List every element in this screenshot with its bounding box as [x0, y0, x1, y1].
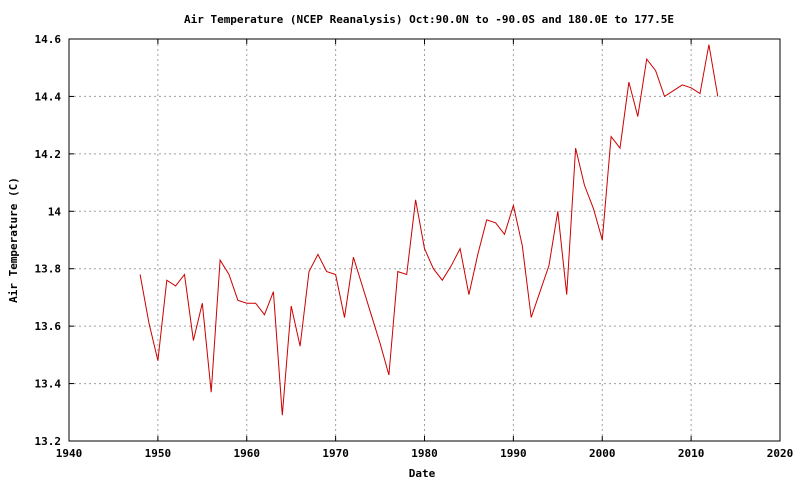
y-tick-label: 13.6: [35, 320, 62, 333]
axis-ticks: [68, 38, 781, 442]
y-tick-label: 14.6: [35, 33, 62, 46]
x-tick-label: 1980: [411, 447, 438, 460]
x-axis-label: Date: [409, 467, 436, 480]
y-tick-labels: 13.2 13.4 13.6 13.8 14 14.2 14.4 14.6: [35, 33, 62, 448]
y-tick-label: 13.2: [35, 435, 62, 448]
x-tick-label: 2010: [678, 447, 705, 460]
x-tick-label: 1960: [234, 447, 261, 460]
data-line-layer: [139, 44, 719, 416]
y-tick-label: 14.2: [35, 148, 62, 161]
x-tick-labels: 1940 1950 1960 1970 1980 1990 2000 2010 2020: [56, 447, 794, 460]
x-tick-label: 2000: [589, 447, 616, 460]
y-axis-label: Air Temperature (C): [7, 177, 20, 303]
gridlines: [69, 39, 780, 441]
y-tick-label: 13.8: [35, 263, 62, 276]
y-tick-label: 14: [48, 205, 62, 218]
series-line: [139, 44, 719, 416]
x-tick-label: 2020: [767, 447, 794, 460]
x-tick-label: 1940: [56, 447, 83, 460]
x-tick-label: 1950: [145, 447, 172, 460]
chart-title: Air Temperature (NCEP Reanalysis) Oct:90…: [184, 13, 674, 26]
y-tick-label: 14.4: [35, 90, 62, 103]
x-tick-label: 1990: [500, 447, 527, 460]
y-tick-label: 13.4: [35, 378, 62, 391]
x-tick-label: 1970: [322, 447, 349, 460]
